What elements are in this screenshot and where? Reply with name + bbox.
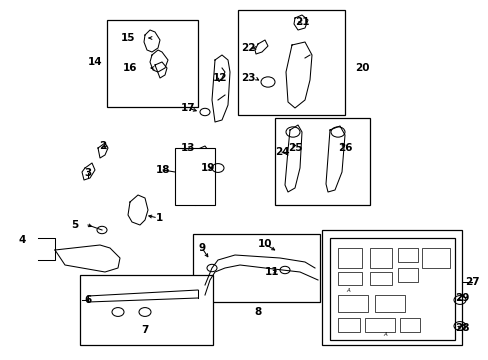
Bar [364, 318, 394, 332]
Text: 17: 17 [181, 103, 195, 113]
Text: 9: 9 [198, 243, 205, 253]
Text: 3: 3 [84, 168, 91, 178]
Text: 7: 7 [141, 325, 148, 335]
Text: 19: 19 [201, 163, 215, 173]
Text: 16: 16 [122, 63, 137, 73]
Text: 23: 23 [240, 73, 255, 83]
Bar [337, 295, 367, 312]
Text: 14: 14 [87, 57, 102, 67]
Text: 10: 10 [257, 239, 272, 249]
Bar [397, 248, 417, 262]
Bar [175, 148, 215, 205]
Bar [80, 275, 213, 345]
Text: 26: 26 [337, 143, 351, 153]
Text: 6: 6 [84, 295, 91, 305]
Text: 22: 22 [240, 43, 255, 53]
Text: 13: 13 [181, 143, 195, 153]
Bar [369, 248, 391, 268]
Bar [397, 268, 417, 282]
Bar [399, 318, 419, 332]
Text: 4: 4 [18, 235, 26, 245]
Bar [337, 272, 361, 285]
Text: 11: 11 [264, 267, 279, 277]
Text: 24: 24 [274, 147, 289, 157]
Bar [337, 318, 359, 332]
Bar [274, 118, 369, 205]
Text: A: A [346, 288, 349, 292]
Bar [329, 238, 454, 340]
Bar [337, 248, 361, 268]
Text: A: A [382, 333, 386, 338]
Bar [107, 20, 198, 107]
Text: 21: 21 [294, 17, 308, 27]
Text: 18: 18 [156, 165, 170, 175]
Text: 25: 25 [287, 143, 302, 153]
Text: 1: 1 [155, 213, 163, 223]
Text: 8: 8 [254, 307, 261, 317]
Text: 12: 12 [212, 73, 227, 83]
Text: 20: 20 [354, 63, 368, 73]
Bar [374, 295, 404, 312]
Text: 28: 28 [454, 323, 468, 333]
Text: 29: 29 [454, 293, 468, 303]
Bar [421, 248, 449, 268]
Bar [369, 272, 391, 285]
Text: 5: 5 [71, 220, 79, 230]
Text: 2: 2 [99, 141, 106, 151]
Bar [321, 230, 461, 345]
Text: 15: 15 [121, 33, 135, 43]
Bar [238, 10, 345, 115]
Text: 27: 27 [464, 277, 478, 287]
Bar [193, 234, 319, 302]
